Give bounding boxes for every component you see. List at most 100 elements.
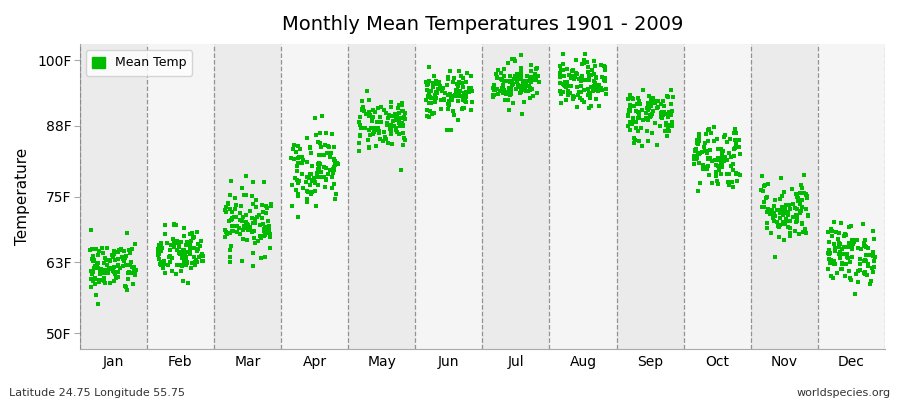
Point bbox=[648, 119, 662, 126]
Point bbox=[688, 156, 703, 162]
Point bbox=[688, 145, 703, 152]
Point bbox=[755, 188, 770, 194]
Point bbox=[590, 74, 604, 81]
Point bbox=[841, 243, 855, 250]
Point bbox=[497, 66, 511, 72]
Point bbox=[449, 89, 464, 95]
Point bbox=[754, 204, 769, 210]
Point bbox=[651, 98, 665, 104]
Point bbox=[827, 240, 842, 247]
Point bbox=[114, 254, 129, 260]
Point bbox=[317, 174, 331, 180]
Point bbox=[773, 215, 788, 222]
Point bbox=[583, 95, 598, 102]
Point bbox=[760, 193, 774, 200]
Point bbox=[587, 83, 601, 90]
Point bbox=[655, 108, 670, 115]
Point bbox=[566, 95, 580, 102]
Point bbox=[656, 112, 670, 118]
Point bbox=[635, 117, 650, 124]
Point bbox=[663, 112, 678, 118]
Point bbox=[581, 90, 596, 97]
Point bbox=[696, 162, 710, 169]
Point bbox=[719, 171, 733, 177]
Point bbox=[866, 249, 880, 256]
Point bbox=[798, 192, 813, 198]
Point bbox=[328, 158, 342, 164]
Point bbox=[366, 114, 381, 120]
Point bbox=[631, 109, 645, 115]
Point bbox=[661, 114, 675, 120]
Point bbox=[866, 268, 880, 275]
Point bbox=[383, 112, 398, 119]
Point bbox=[257, 254, 272, 260]
Point bbox=[662, 108, 676, 115]
Point bbox=[223, 230, 238, 236]
Point bbox=[188, 258, 202, 265]
Point bbox=[162, 258, 176, 265]
Point bbox=[777, 210, 791, 216]
Point bbox=[796, 229, 810, 235]
Point bbox=[365, 131, 380, 138]
Point bbox=[248, 216, 263, 222]
Point bbox=[508, 86, 523, 92]
Point bbox=[382, 112, 396, 118]
Point bbox=[121, 230, 135, 236]
Point bbox=[569, 69, 583, 76]
Point bbox=[859, 258, 873, 264]
Point bbox=[97, 276, 112, 283]
Point bbox=[176, 251, 190, 258]
Point bbox=[158, 270, 172, 276]
Point bbox=[88, 275, 103, 281]
Point bbox=[691, 160, 706, 166]
Point bbox=[319, 175, 333, 182]
Point bbox=[313, 168, 328, 175]
Point bbox=[380, 121, 394, 128]
Point bbox=[701, 172, 716, 178]
Point bbox=[486, 86, 500, 93]
Point bbox=[232, 225, 247, 231]
Point bbox=[781, 212, 796, 218]
Point bbox=[757, 204, 771, 210]
Point bbox=[525, 86, 539, 92]
Point bbox=[632, 113, 646, 119]
Point bbox=[641, 117, 655, 124]
Point bbox=[166, 244, 181, 250]
Point bbox=[691, 131, 706, 138]
Point bbox=[763, 207, 778, 213]
Point bbox=[111, 249, 125, 255]
Point bbox=[373, 136, 387, 142]
Point bbox=[701, 138, 716, 144]
Point bbox=[224, 243, 238, 249]
Point bbox=[589, 74, 603, 81]
Point bbox=[459, 98, 473, 105]
Bar bbox=[549, 44, 616, 350]
Point bbox=[732, 144, 746, 151]
Point bbox=[261, 227, 275, 233]
Point bbox=[833, 220, 848, 226]
Point bbox=[87, 263, 102, 270]
Point bbox=[632, 98, 646, 104]
Point bbox=[392, 123, 407, 129]
Point bbox=[620, 123, 634, 129]
Point bbox=[261, 218, 275, 224]
Point bbox=[517, 78, 531, 84]
Point bbox=[575, 73, 590, 79]
Point bbox=[566, 93, 580, 100]
Point bbox=[364, 125, 378, 131]
Point bbox=[256, 221, 271, 228]
Point bbox=[728, 137, 742, 143]
Point bbox=[397, 114, 411, 121]
Point bbox=[690, 140, 705, 146]
Point bbox=[822, 239, 836, 245]
Point bbox=[794, 182, 808, 188]
Point bbox=[245, 215, 259, 221]
Point bbox=[303, 150, 318, 156]
Point bbox=[688, 148, 702, 154]
Point bbox=[631, 128, 645, 134]
Point bbox=[849, 270, 863, 277]
Bar bbox=[616, 44, 684, 350]
Point bbox=[178, 255, 193, 261]
Point bbox=[505, 82, 519, 88]
Point bbox=[486, 82, 500, 88]
